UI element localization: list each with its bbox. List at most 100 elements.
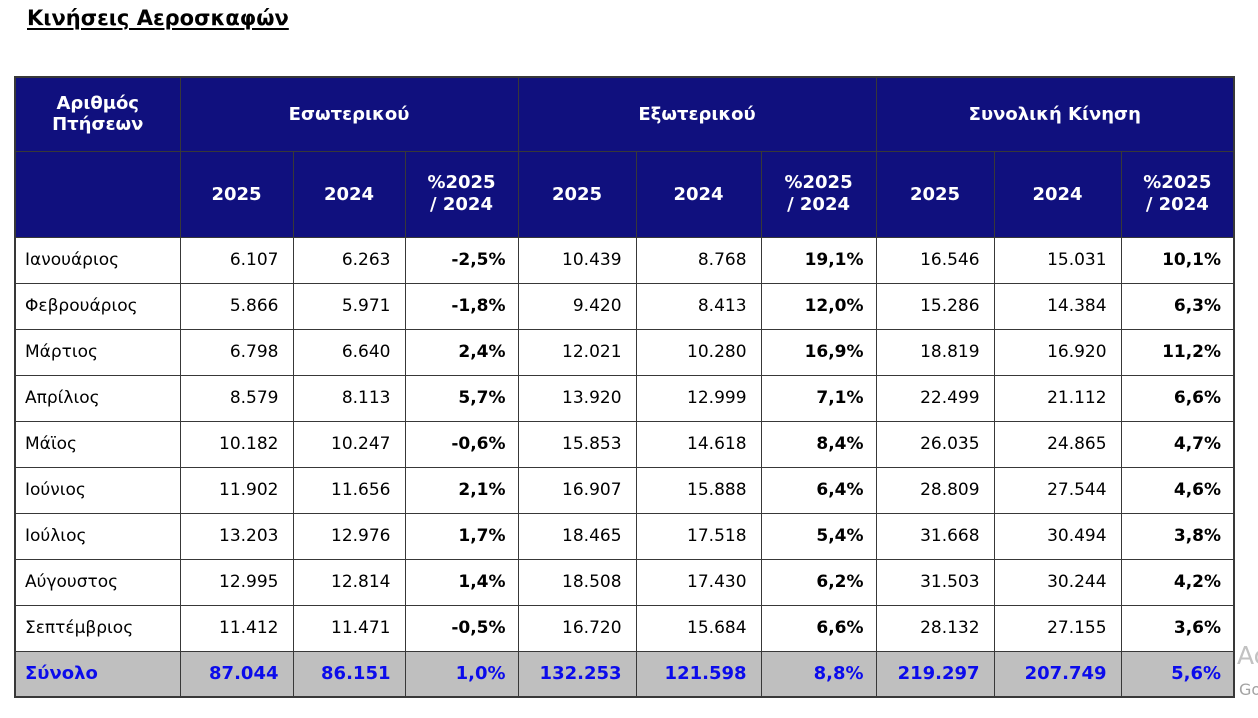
table-row-april: Απρίλιος 8.579 8.113 5,7% 13.920 12.999 … <box>14 374 1235 422</box>
page-title: Κινήσεις Αεροσκαφών <box>27 6 289 30</box>
value-cell: 30.494 <box>993 512 1122 560</box>
total-value-cell: 207.749 <box>993 650 1122 698</box>
value-cell: 12.021 <box>517 328 637 376</box>
value-cell: 10.439 <box>517 236 637 284</box>
value-cell: 22.499 <box>875 374 995 422</box>
activation-watermark-line1: Ac <box>1237 641 1258 670</box>
value-cell: 10.247 <box>292 420 406 468</box>
group-header-row: Αριθμός Πτήσεων Εσωτερικού Εξωτερικού Συ… <box>14 76 1235 152</box>
domestic-2024-header: 2024 <box>292 150 406 238</box>
total-percent-cell: 5,6% <box>1120 650 1235 698</box>
value-cell: 8.579 <box>179 374 294 422</box>
month-cell: Ιούλιος <box>14 512 181 560</box>
value-cell: 8.768 <box>635 236 762 284</box>
value-cell: 28.809 <box>875 466 995 514</box>
value-cell: 5.971 <box>292 282 406 330</box>
year-header-row: 2025 2024 %2025 / 2024 2025 2024 %2025 /… <box>14 150 1235 238</box>
percent-cell: 12,0% <box>760 282 877 330</box>
group-header-total-traffic: Συνολική Κίνηση <box>875 76 1235 152</box>
total-value-cell: 87.044 <box>179 650 294 698</box>
value-cell: 11.412 <box>179 604 294 652</box>
table-row-february: Φεβρουάριος 5.866 5.971 -1,8% 9.420 8.41… <box>14 282 1235 330</box>
value-cell: 15.684 <box>635 604 762 652</box>
month-cell: Μάρτιος <box>14 328 181 376</box>
international-2024-header: 2024 <box>635 150 762 238</box>
table-row-august: Αύγουστος 12.995 12.814 1,4% 18.508 17.4… <box>14 558 1235 606</box>
value-cell: 14.384 <box>993 282 1122 330</box>
percent-cell: 16,9% <box>760 328 877 376</box>
percent-cell: 8,4% <box>760 420 877 468</box>
value-cell: 31.668 <box>875 512 995 560</box>
value-cell: 11.902 <box>179 466 294 514</box>
value-cell: 11.656 <box>292 466 406 514</box>
value-cell: 12.814 <box>292 558 406 606</box>
value-cell: 16.546 <box>875 236 995 284</box>
value-cell: 6.640 <box>292 328 406 376</box>
total-label-cell: Σύνολο <box>14 650 181 698</box>
activation-watermark-line2: Go <box>1239 680 1258 699</box>
value-cell: 27.544 <box>993 466 1122 514</box>
total-2024-header: 2024 <box>993 150 1122 238</box>
percent-cell: -1,8% <box>404 282 519 330</box>
percent-cell: 1,7% <box>404 512 519 560</box>
percent-cell: 10,1% <box>1120 236 1235 284</box>
percent-cell: -2,5% <box>404 236 519 284</box>
percent-cell: -0,6% <box>404 420 519 468</box>
value-cell: 18.465 <box>517 512 637 560</box>
table-row-july: Ιούλιος 13.203 12.976 1,7% 18.465 17.518… <box>14 512 1235 560</box>
percent-cell: 7,1% <box>760 374 877 422</box>
value-cell: 10.280 <box>635 328 762 376</box>
month-cell: Ιανουάριος <box>14 236 181 284</box>
corner-header: Αριθμός Πτήσεων <box>14 76 181 152</box>
percent-cell: 5,4% <box>760 512 877 560</box>
total-percent-cell: 8,8% <box>760 650 877 698</box>
value-cell: 15.031 <box>993 236 1122 284</box>
value-cell: 8.413 <box>635 282 762 330</box>
value-cell: 11.471 <box>292 604 406 652</box>
value-cell: 21.112 <box>993 374 1122 422</box>
group-header-domestic: Εσωτερικού <box>179 76 519 152</box>
corner-empty-cell <box>14 150 181 238</box>
total-value-cell: 219.297 <box>875 650 995 698</box>
total-value-cell: 132.253 <box>517 650 637 698</box>
percent-cell: 19,1% <box>760 236 877 284</box>
percent-cell: 2,4% <box>404 328 519 376</box>
international-pct-header: %2025 / 2024 <box>760 150 877 238</box>
percent-cell: 11,2% <box>1120 328 1235 376</box>
value-cell: 10.182 <box>179 420 294 468</box>
month-cell: Σεπτέμβριος <box>14 604 181 652</box>
value-cell: 5.866 <box>179 282 294 330</box>
total-pct-header: %2025 / 2024 <box>1120 150 1235 238</box>
value-cell: 27.155 <box>993 604 1122 652</box>
value-cell: 16.920 <box>993 328 1122 376</box>
value-cell: 24.865 <box>993 420 1122 468</box>
percent-cell: 4,7% <box>1120 420 1235 468</box>
table-row-september: Σεπτέμβριος 11.412 11.471 -0,5% 16.720 1… <box>14 604 1235 652</box>
domestic-pct-header: %2025 / 2024 <box>404 150 519 238</box>
international-2025-header: 2025 <box>517 150 637 238</box>
percent-cell: 2,1% <box>404 466 519 514</box>
value-cell: 31.503 <box>875 558 995 606</box>
value-cell: 12.976 <box>292 512 406 560</box>
percent-cell: -0,5% <box>404 604 519 652</box>
aircraft-movements-table: Αριθμός Πτήσεων Εσωτερικού Εξωτερικού Συ… <box>14 76 1236 698</box>
total-percent-cell: 1,0% <box>404 650 519 698</box>
month-cell: Αύγουστος <box>14 558 181 606</box>
value-cell: 12.999 <box>635 374 762 422</box>
value-cell: 12.995 <box>179 558 294 606</box>
value-cell: 16.907 <box>517 466 637 514</box>
percent-cell: 1,4% <box>404 558 519 606</box>
table-row-march: Μάρτιος 6.798 6.640 2,4% 12.021 10.280 1… <box>14 328 1235 376</box>
value-cell: 30.244 <box>993 558 1122 606</box>
value-cell: 8.113 <box>292 374 406 422</box>
total-2025-header: 2025 <box>875 150 995 238</box>
month-cell: Ιούνιος <box>14 466 181 514</box>
month-cell: Απρίλιος <box>14 374 181 422</box>
value-cell: 26.035 <box>875 420 995 468</box>
group-header-international: Εξωτερικού <box>517 76 877 152</box>
percent-cell: 5,7% <box>404 374 519 422</box>
percent-cell: 3,8% <box>1120 512 1235 560</box>
total-value-cell: 121.598 <box>635 650 762 698</box>
percent-cell: 6,2% <box>760 558 877 606</box>
